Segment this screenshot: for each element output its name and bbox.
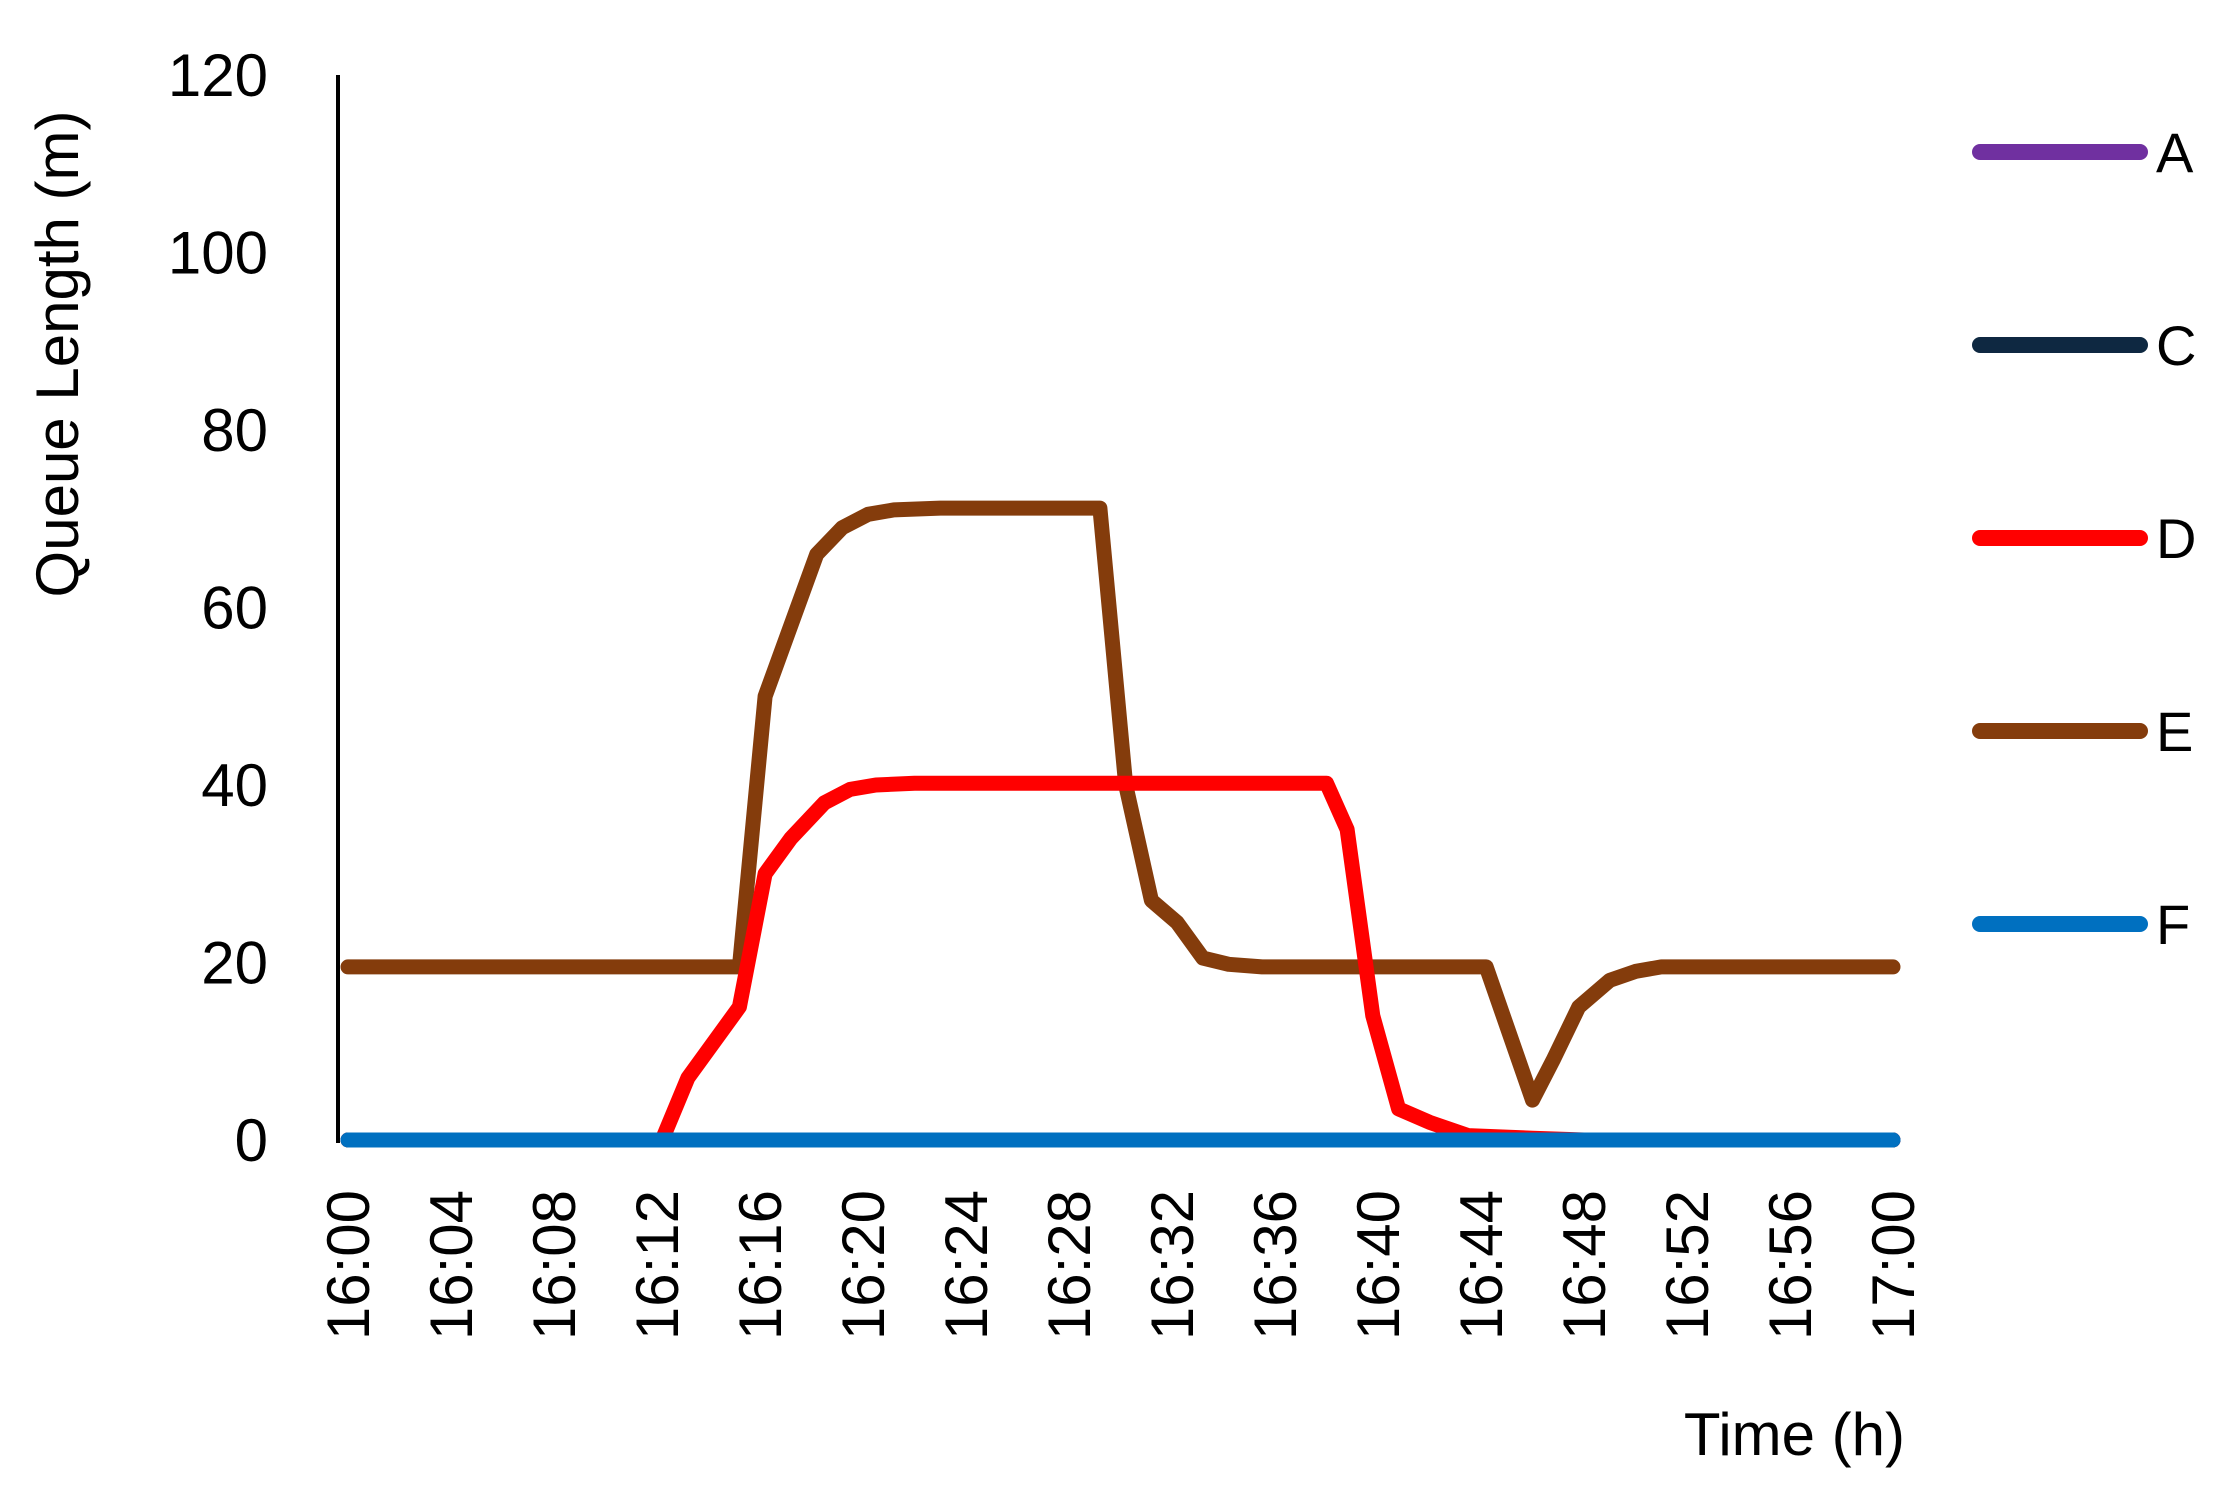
y-tick-label: 120 <box>168 42 268 109</box>
legend-label-A: A <box>2156 121 2194 184</box>
series-layer <box>340 500 1901 1148</box>
x-tick-label: 16:24 <box>933 1190 1000 1340</box>
y-tick-label: 0 <box>235 1107 268 1174</box>
x-tick-label: 16:08 <box>521 1190 588 1340</box>
x-tick-label: 17:00 <box>1860 1190 1927 1340</box>
x-tick-label: 16:44 <box>1448 1190 1515 1340</box>
x-tick-label: 16:28 <box>1036 1190 1103 1340</box>
x-tick-label: 16:12 <box>624 1190 691 1340</box>
legend-label-C: C <box>2156 314 2196 377</box>
x-axis-title: Time (h) <box>1684 1401 1905 1468</box>
y-tick-label: 100 <box>168 220 268 287</box>
series-line-D <box>340 775 1901 1148</box>
legend: A C D E F <box>1972 121 2196 956</box>
y-tick-label: 60 <box>201 575 268 642</box>
y-tick-label: 20 <box>201 930 268 997</box>
legend-label-F: F <box>2156 893 2190 956</box>
legend-label-E: E <box>2156 700 2193 763</box>
x-tick-label: 16:00 <box>315 1190 382 1340</box>
x-tick-label: 16:40 <box>1345 1190 1412 1340</box>
y-axis-title: Queue Length (m) <box>24 111 91 598</box>
x-tick-label: 16:32 <box>1139 1190 1206 1340</box>
legend-label-D: D <box>2156 507 2196 570</box>
x-tick-label: 16:48 <box>1551 1190 1618 1340</box>
x-tick-label: 16:16 <box>727 1190 794 1340</box>
x-tick-label: 16:36 <box>1242 1190 1309 1340</box>
x-axis-ticks: 16:00 16:04 16:08 16:12 16:16 16:20 16:24 16:28… <box>315 1190 1927 1340</box>
y-tick-label: 40 <box>201 752 268 819</box>
series-line-E <box>340 500 1901 1108</box>
y-axis-ticks: 0 20 40 60 80 100 120 <box>168 42 268 1174</box>
x-tick-label: 16:52 <box>1654 1190 1721 1340</box>
x-tick-label: 16:20 <box>830 1190 897 1340</box>
x-tick-label: 16:56 <box>1757 1190 1824 1340</box>
x-tick-label: 16:04 <box>418 1190 485 1340</box>
y-tick-label: 80 <box>201 397 268 464</box>
